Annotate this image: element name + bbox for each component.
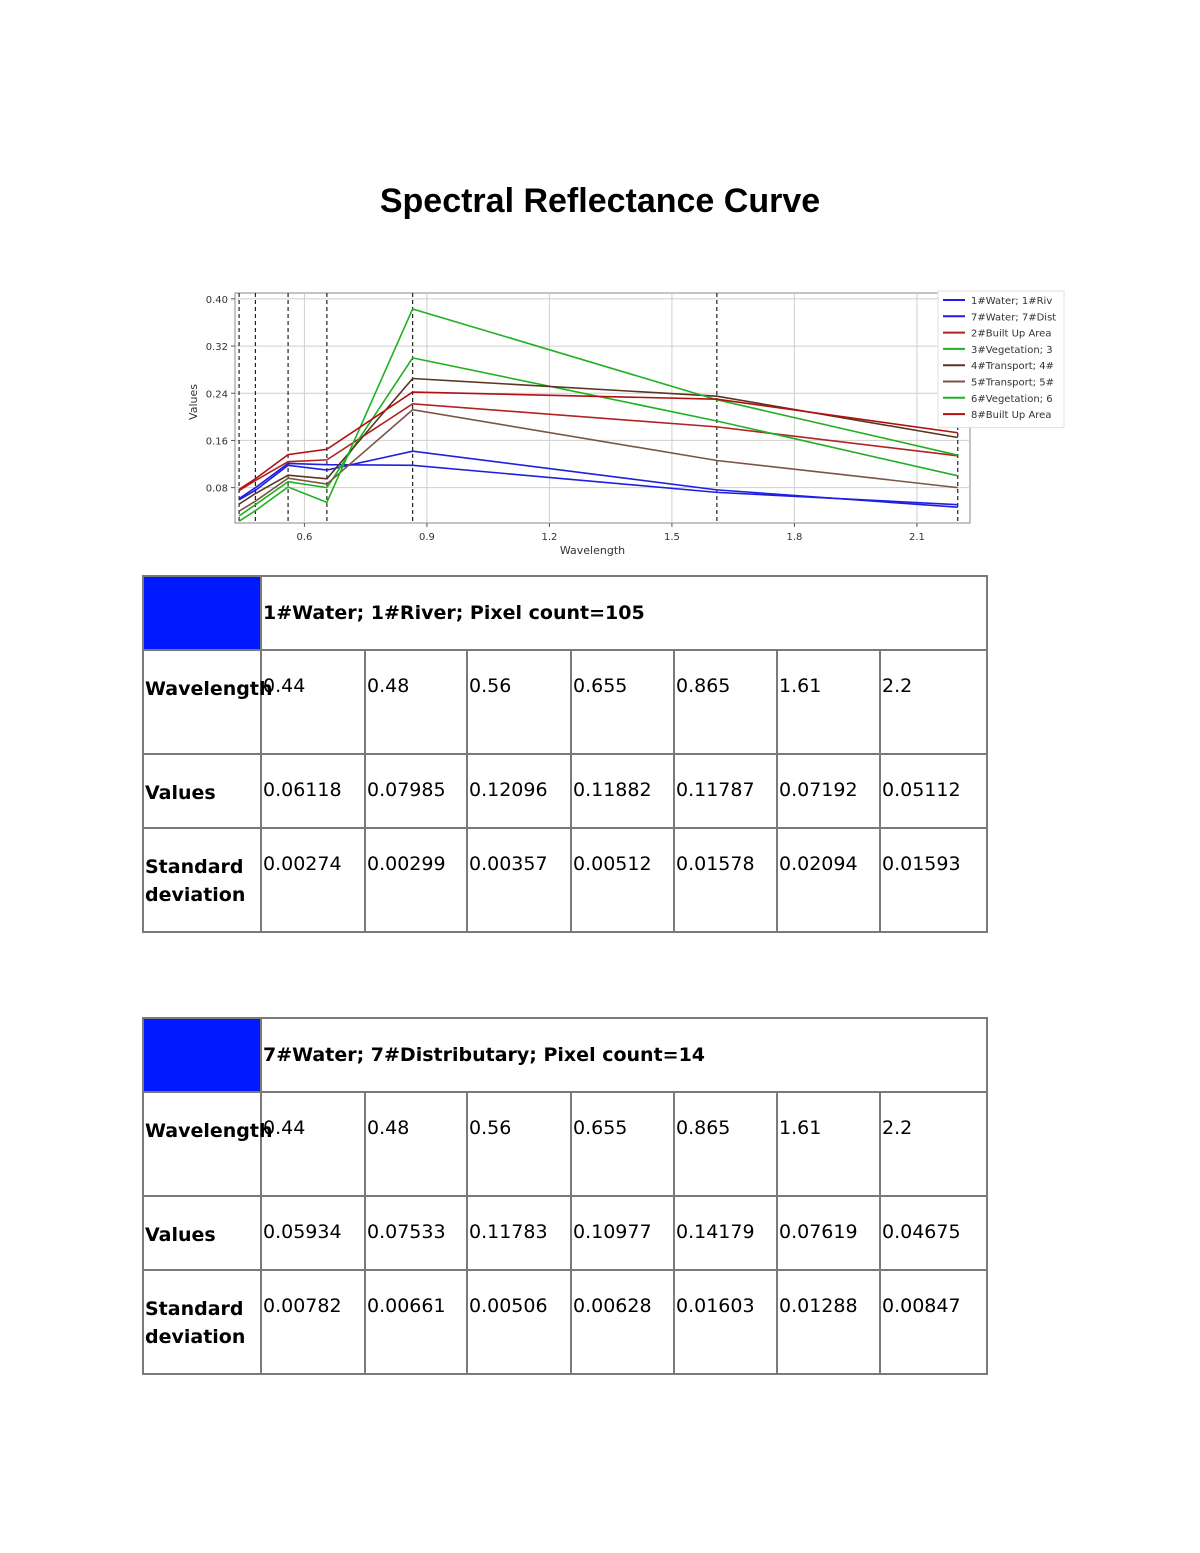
value-cell: 0.12096 xyxy=(466,753,572,829)
class-color-swatch xyxy=(142,575,262,651)
std-cell: 0.01288 xyxy=(776,1269,881,1375)
wavelength-cell: 0.56 xyxy=(466,1091,572,1197)
wavelength-cell: 1.61 xyxy=(776,1091,881,1197)
series-line xyxy=(238,356,958,517)
values-label: Values xyxy=(142,753,262,829)
series-line xyxy=(238,391,958,491)
value-cell: 0.11787 xyxy=(673,753,778,829)
wavelength-cell: 0.865 xyxy=(673,649,778,755)
class-table-2: 7#Water; 7#Distributary; Pixel count=14 … xyxy=(142,1017,989,1375)
value-cell: 0.07985 xyxy=(364,753,468,829)
plot-area xyxy=(234,292,971,524)
x-tick-label: 1.5 xyxy=(664,532,680,543)
x-tick-label: 1.8 xyxy=(786,532,802,543)
wavelength-cell: 0.48 xyxy=(364,1091,468,1197)
class-color-swatch xyxy=(142,1017,262,1093)
spectral-chart: 0.6 0.9 1.2 1.5 1.8 2.1 0.08 0.16 0.24 0.32 0.40 Wa… xyxy=(187,290,1065,557)
wavelength-cell: 0.44 xyxy=(260,1091,366,1197)
std-cell: 0.00299 xyxy=(364,827,468,933)
std-cell: 0.00847 xyxy=(878,1269,989,1375)
wavelength-cell: 0.48 xyxy=(364,649,468,755)
value-cell: 0.11783 xyxy=(466,1195,572,1271)
x-tick-label: 0.9 xyxy=(419,532,435,543)
std-cell: 0.00274 xyxy=(260,827,366,933)
std-cell: 0.02094 xyxy=(776,827,881,933)
legend-entry: 4#Transport; 4# xyxy=(971,361,1054,372)
std-cell: 0.00357 xyxy=(466,827,572,933)
wavelength-cell: 2.2 xyxy=(878,1091,989,1197)
wavelength-cell: 0.655 xyxy=(570,1091,675,1197)
x-tick-label: 1.2 xyxy=(541,532,557,543)
wavelength-cell: 0.655 xyxy=(570,649,675,755)
x-axis-label: Wavelength xyxy=(560,544,625,557)
std-cell: 0.00506 xyxy=(466,1269,572,1375)
value-cell: 0.11882 xyxy=(570,753,675,829)
y-tick-label: 0.08 xyxy=(206,484,228,495)
wavelength-cell: 0.865 xyxy=(673,1091,778,1197)
std-label: Standard deviation xyxy=(142,1269,262,1375)
value-cell: 0.04675 xyxy=(878,1195,989,1271)
table-header: 1#Water; 1#River; Pixel count=105 xyxy=(260,575,988,651)
series-line xyxy=(238,450,958,509)
std-cell: 0.01578 xyxy=(673,827,778,933)
series-line xyxy=(238,377,958,505)
page-title: Spectral Reflectance Curve xyxy=(379,182,821,220)
wavelength-cell: 1.61 xyxy=(776,649,881,755)
series-line xyxy=(238,462,958,506)
std-cell: 0.00782 xyxy=(260,1269,366,1375)
y-tick-label: 0.32 xyxy=(206,342,228,353)
x-tick-label: 2.1 xyxy=(909,532,925,543)
std-cell: 0.00661 xyxy=(364,1269,468,1375)
wavelength-cell: 0.44 xyxy=(260,649,366,755)
class-table-1: 1#Water; 1#River; Pixel count=105 Wavele… xyxy=(142,575,988,933)
table-header: 7#Water; 7#Distributary; Pixel count=14 xyxy=(259,1017,989,1093)
wavelength-cell: 0.56 xyxy=(466,649,572,755)
value-cell: 0.07192 xyxy=(776,753,881,829)
legend-entry: 8#Built Up Area xyxy=(971,410,1051,421)
value-cell: 0.07619 xyxy=(776,1195,881,1271)
wavelength-label: Wavelength xyxy=(142,649,273,755)
value-cell: 0.10977 xyxy=(570,1195,675,1271)
series-line xyxy=(238,408,958,512)
value-cell: 0.05112 xyxy=(879,753,988,829)
std-cell: 0.01593 xyxy=(879,827,988,933)
legend-entry: 5#Transport; 5# xyxy=(971,378,1054,389)
legend-entry: 7#Water; 7#Dist xyxy=(971,312,1056,323)
std-cell: 0.00628 xyxy=(570,1269,675,1375)
value-cell: 0.06118 xyxy=(260,753,366,829)
legend-entry: 6#Vegetation; 6 xyxy=(971,394,1053,405)
y-tick-label: 0.40 xyxy=(206,295,228,306)
legend-entry: 2#Built Up Area xyxy=(971,329,1051,340)
x-tick-label: 0.6 xyxy=(296,532,312,543)
value-cell: 0.05934 xyxy=(260,1195,366,1271)
y-tick-label: 0.16 xyxy=(206,436,228,447)
wavelength-cell: 2.2 xyxy=(879,649,988,755)
legend-entry: 3#Vegetation; 3 xyxy=(971,345,1053,356)
y-tick-label: 0.24 xyxy=(206,389,228,400)
legend-entry: 1#Water; 1#Riv xyxy=(971,296,1052,307)
values-label: Values xyxy=(142,1195,262,1271)
value-cell: 0.14179 xyxy=(673,1195,778,1271)
y-axis-label: Values xyxy=(187,384,200,420)
value-cell: 0.07533 xyxy=(364,1195,468,1271)
series-line xyxy=(238,403,958,492)
wavelength-label: Wavelength xyxy=(142,1091,273,1197)
std-cell: 0.00512 xyxy=(570,827,675,933)
std-label: Standard deviation xyxy=(142,827,262,933)
legend-box xyxy=(937,290,1065,428)
std-cell: 0.01603 xyxy=(673,1269,778,1375)
